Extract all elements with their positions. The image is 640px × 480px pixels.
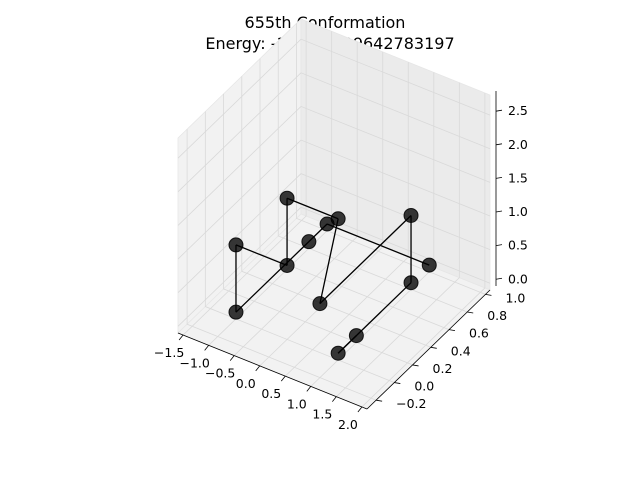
y-tick-4: [448, 329, 456, 332]
atom-point: [421, 257, 437, 273]
atom-point: [228, 304, 244, 320]
x-tick-label: 2.0: [338, 417, 358, 432]
grid-line-z-4: [177, 72, 491, 193]
y-tick-1: [394, 382, 401, 384]
y-tick-2: [412, 364, 419, 367]
grid-line-y-5: [277, 41, 468, 313]
z-tick-1: [495, 244, 503, 247]
atom-point: [279, 190, 295, 206]
grid-line-y-6: [296, 23, 486, 295]
atom-point: [312, 296, 328, 312]
x-tick-label: −1.0: [179, 355, 209, 370]
grid-line-z-1: [177, 173, 491, 293]
bond-lines: [235, 197, 430, 354]
bond-line: [319, 215, 412, 305]
bond-line: [286, 197, 339, 220]
bond-line: [235, 244, 288, 267]
x-tick-6: [332, 396, 337, 402]
tick-marks: [178, 109, 503, 413]
axis-lines: [177, 91, 497, 410]
y-tick-label: −0.2: [396, 396, 426, 411]
y-tick-5: [467, 311, 474, 314]
z-tick-4: [495, 143, 503, 146]
atom-point: [279, 257, 295, 273]
axes-3d: −1.5−1.0−0.50.00.51.01.52.0−0.20.00.20.4…: [154, 18, 528, 432]
bond-line: [326, 223, 430, 266]
z-tick-label: 2.5: [508, 103, 528, 118]
grid-line-y-1: [204, 111, 395, 383]
z-tick-label: 2.0: [508, 137, 528, 152]
x-tick-3: [255, 365, 261, 372]
atom-point: [403, 207, 419, 223]
y-tick-label: 0.8: [487, 308, 507, 323]
x-tick-1: [204, 345, 209, 351]
z-tick-label: 1.0: [508, 204, 528, 219]
y-tick-6: [485, 294, 492, 296]
y-tick-label: 0.0: [414, 379, 434, 394]
x-tick-label: 0.5: [261, 386, 281, 401]
grid-line-y-3: [241, 76, 431, 348]
atom-point: [348, 328, 364, 344]
bond-line: [337, 282, 412, 354]
grid-line-x-6: [336, 82, 460, 397]
chart-title-line-1: 655th Conformation: [245, 13, 406, 32]
y-axis-line: [366, 289, 491, 410]
x-tick-label: 1.0: [287, 396, 307, 411]
atom-point: [301, 234, 317, 250]
tick-labels: −1.5−1.0−0.50.00.51.01.52.0−0.20.00.20.4…: [154, 103, 528, 432]
grid-line-x-7: [361, 92, 486, 408]
z-tick-label: 1.5: [508, 170, 528, 185]
grid-line-z-5: [177, 38, 491, 159]
y-tick-0: [376, 399, 383, 402]
y-tick-label: 0.4: [451, 343, 471, 358]
z-tick-label: 0.0: [508, 271, 528, 286]
x-tick-5: [306, 386, 312, 392]
grid-lines: [177, 21, 491, 408]
atom-point: [330, 345, 346, 361]
x-tick-7: [357, 406, 363, 413]
bond-line: [319, 218, 339, 304]
y-tick-3: [430, 346, 437, 349]
grid-line-y-2: [223, 93, 413, 366]
x-tick-0: [178, 334, 184, 341]
grid-line-y-0: [186, 129, 377, 401]
bond-line: [235, 241, 310, 313]
x-tick-2: [229, 355, 235, 361]
z-tick-3: [495, 177, 503, 179]
y-tick-label: 0.2: [433, 361, 453, 376]
x-tick-label: 0.0: [236, 376, 256, 391]
grid-line-x-0: [182, 21, 307, 336]
grid-line-z-3: [177, 105, 491, 226]
z-tick-label: 0.5: [508, 238, 528, 253]
y-tick-label: 0.6: [469, 326, 489, 341]
atom-point: [319, 216, 335, 232]
atom-markers: [228, 190, 437, 361]
x-axis-line: [177, 332, 368, 410]
atom-point: [228, 237, 244, 253]
z-tick-0: [495, 277, 503, 280]
grid-line-y-4: [259, 58, 450, 331]
x-tick-label: −0.5: [205, 366, 235, 381]
grid-line-z-2: [177, 139, 491, 260]
y-tick-label: 1.0: [505, 290, 525, 305]
x-tick-label: 1.5: [312, 407, 332, 422]
z-tick-2: [495, 210, 503, 213]
x-tick-label: −1.5: [154, 345, 184, 360]
atom-point: [403, 275, 419, 291]
z-tick-5: [495, 109, 503, 112]
x-tick-4: [280, 375, 286, 382]
